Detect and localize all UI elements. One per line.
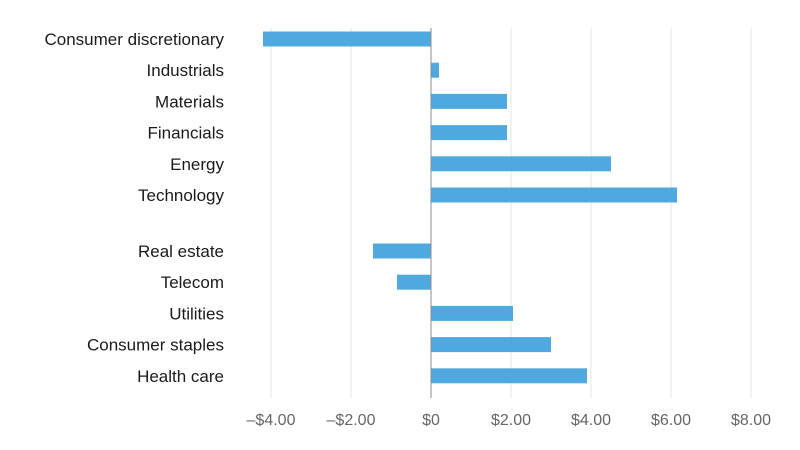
category-label: Health care	[137, 367, 224, 386]
bar-financials	[431, 125, 507, 141]
bar-health-care	[431, 368, 587, 384]
category-label: Industrials	[147, 61, 224, 80]
x-tick-label: $4.00	[571, 412, 611, 429]
category-label: Real estate	[138, 242, 224, 261]
gridlines	[270, 28, 752, 398]
x-axis-tick-labels: –$4.00 –$2.00 $0 $2.00 $4.00 $6.00 $8.00	[247, 412, 772, 429]
bar-real-estate	[373, 243, 431, 259]
bar-telecom	[397, 274, 431, 290]
category-label: Energy	[170, 155, 224, 174]
category-label: Materials	[155, 92, 224, 111]
x-tick-label: $6.00	[651, 412, 691, 429]
category-label: Consumer discretionary	[44, 30, 224, 49]
x-tick-label: –$4.00	[247, 412, 296, 429]
bar-utilities	[431, 305, 513, 321]
bars	[263, 31, 677, 384]
bar-technology	[431, 187, 677, 203]
bar-industrials	[431, 62, 439, 78]
category-label: Consumer staples	[87, 336, 224, 355]
x-tick-label: $2.00	[491, 412, 531, 429]
x-tick-label: –$2.00	[327, 412, 376, 429]
category-label: Technology	[138, 186, 225, 205]
bar-consumer-staples	[431, 337, 551, 353]
x-tick-label: $8.00	[731, 412, 771, 429]
bar-consumer-discretionary	[263, 31, 431, 47]
x-tick-label: $0	[422, 412, 440, 429]
category-labels: Consumer discretionary Industrials Materia…	[44, 30, 224, 386]
category-label: Financials	[147, 124, 224, 143]
category-label: Telecom	[161, 273, 224, 292]
category-label: Utilities	[169, 304, 224, 323]
bar-materials	[431, 93, 507, 109]
bar-energy	[431, 156, 611, 172]
